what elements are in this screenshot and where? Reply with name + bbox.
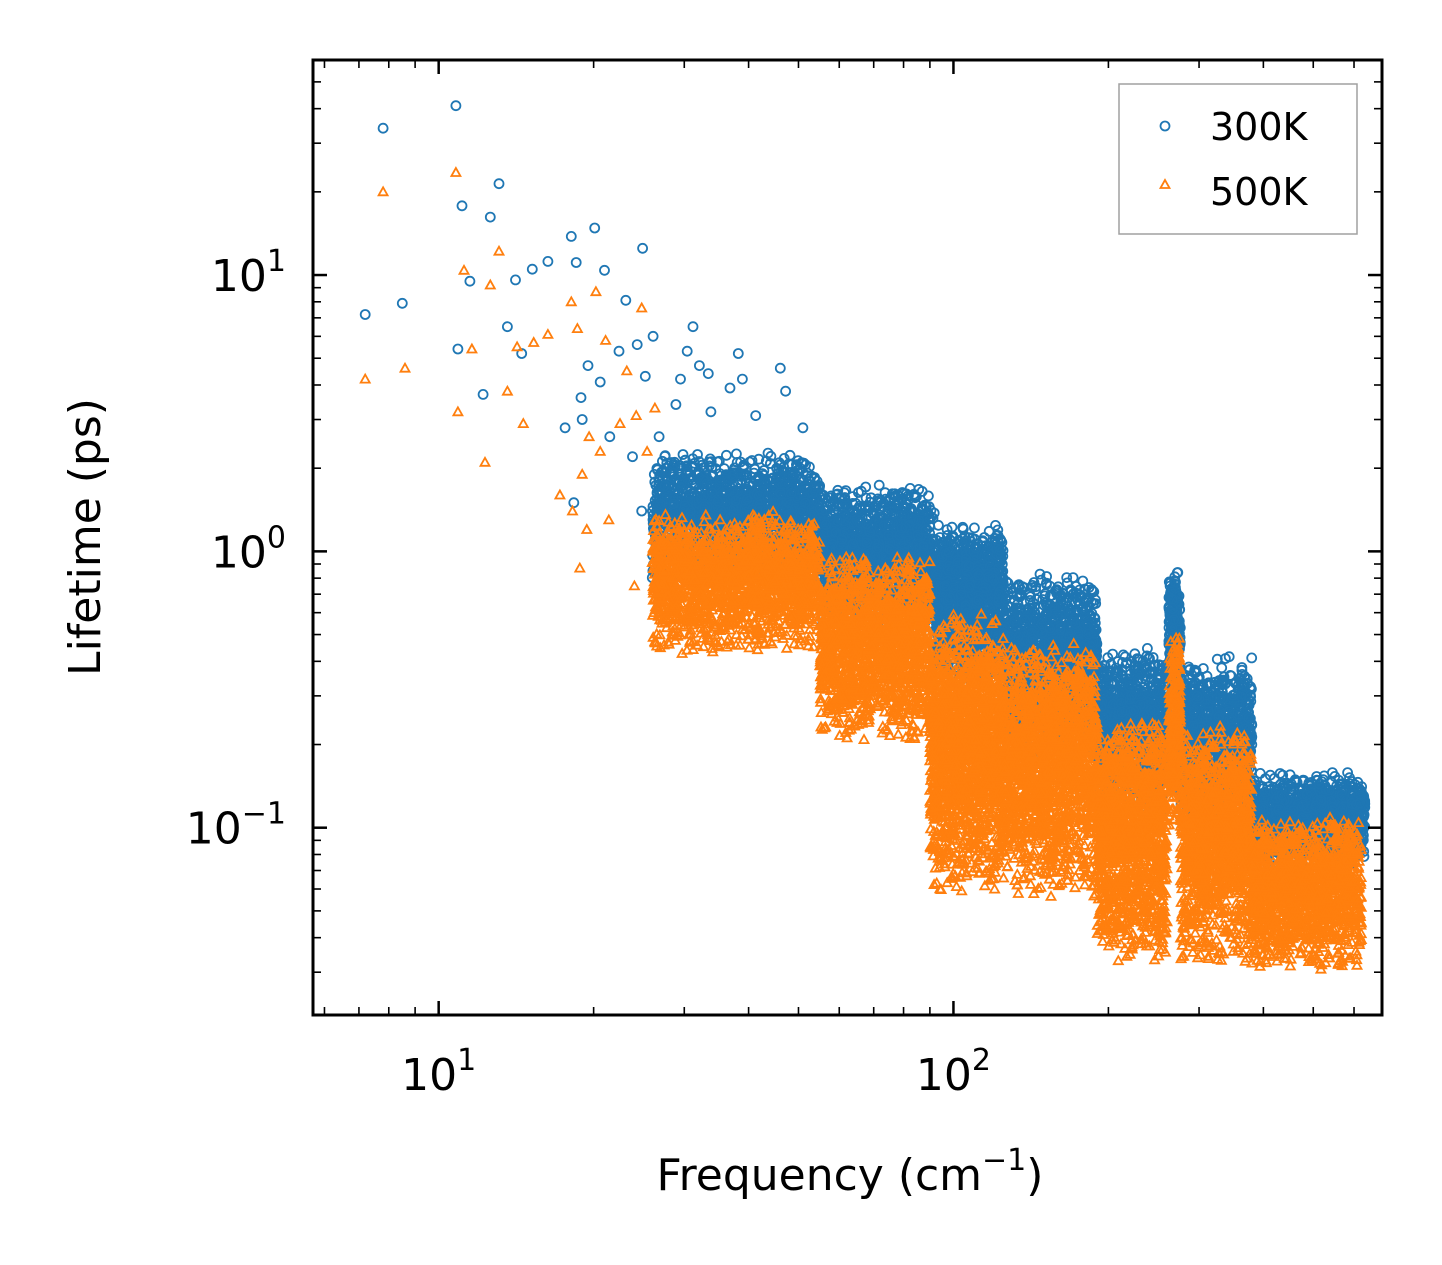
data-point-300k [782,497,794,509]
data-point-300k [707,469,719,481]
data-point-300k [762,447,774,459]
data-point-300k [677,449,689,460]
data-point-300k [659,450,671,462]
series-layer [359,100,1371,974]
data-point-300k [721,449,732,461]
data-point-300k [753,453,765,465]
